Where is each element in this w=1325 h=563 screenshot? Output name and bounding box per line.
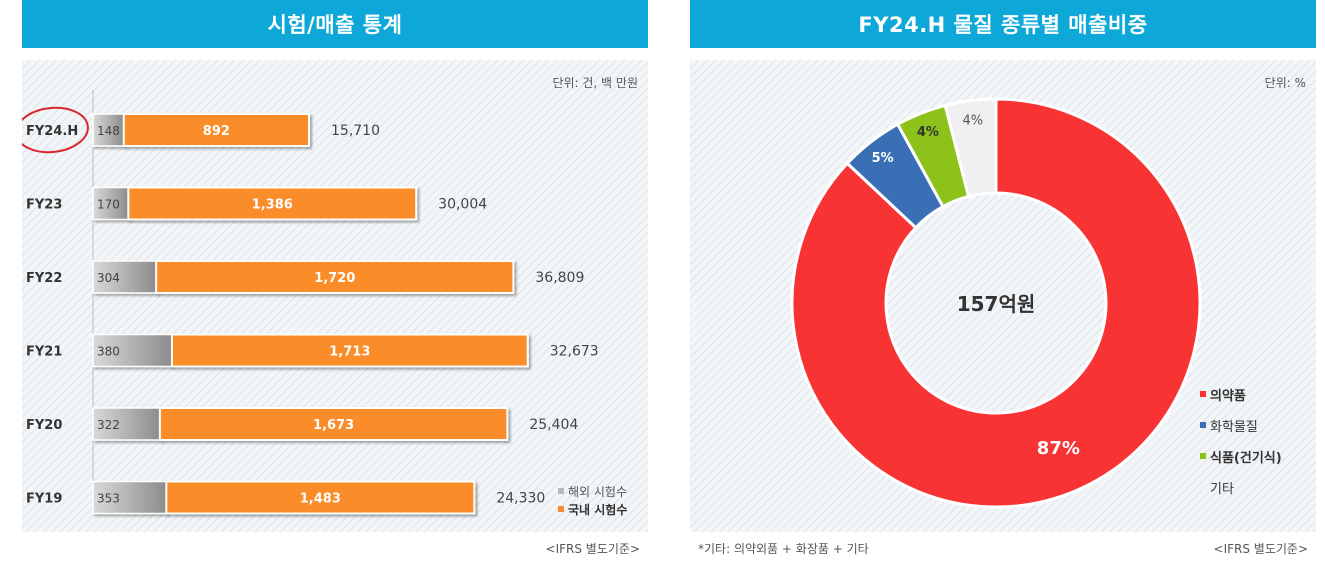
bar-domestic (122, 113, 311, 147)
sales-value-label: 24,330 (496, 491, 545, 507)
bar-domestic-label: 1,386 (252, 198, 293, 213)
donut-slice (790, 97, 1202, 509)
bar-overseas-label: 304 (97, 271, 120, 285)
legend-swatch (1200, 391, 1206, 397)
footnote-other: *기타: 의약외품 + 화장품 + 기타 (698, 542, 869, 556)
legend-swatch (558, 506, 564, 512)
sales-statistics-panel: 시험/매출 통계 FY24.H 148 892 15,710 FY23 170 1,386 3… (22, 0, 648, 556)
bar-domestic-label: 1,720 (314, 271, 355, 286)
bar-chart-svg: FY24.H 148 892 15,710 FY23 170 1,386 30,004 FY22… (22, 90, 627, 517)
legend-label: 의약품 (1210, 388, 1246, 404)
bar-domestic-label: 1,713 (329, 345, 370, 360)
bar-overseas-label: 170 (97, 198, 120, 212)
unit-label: 단위: % (1264, 76, 1306, 90)
legend-label: 식품(건기식) (1210, 450, 1282, 466)
legend-label: 국내 시험수 (568, 502, 627, 517)
footnote: <IFRS 별도기준> (545, 542, 640, 556)
category-label: FY20 (26, 418, 62, 433)
legend-label: 화학물질 (1210, 420, 1258, 435)
category-label: FY22 (26, 271, 62, 286)
bar-domestic-label: 1,673 (313, 418, 354, 433)
bar-domestic (158, 407, 509, 441)
slice-value-label: 4% (963, 113, 984, 128)
bar-overseas (92, 333, 173, 368)
unit-label: 단위: 건, 백 만원 (552, 76, 638, 90)
sales-value-label: 30,004 (438, 197, 487, 213)
panel-title: FY24.H 물질 종류별 매출비중 (690, 0, 1316, 48)
bar-overseas (92, 480, 168, 515)
sales-value-label: 36,809 (535, 270, 584, 286)
bar-overseas-label: 148 (97, 124, 120, 138)
sales-value-label: 15,710 (331, 123, 380, 139)
category-label: FY19 (26, 492, 62, 507)
bar-overseas-label: 353 (97, 492, 120, 506)
bar-domestic-label: 1,483 (300, 492, 341, 507)
bar-overseas (92, 186, 130, 221)
category-label: FY23 (26, 198, 62, 213)
footnote: <IFRS 별도기준> (1213, 542, 1308, 556)
highlight-circle (22, 106, 89, 154)
legend-swatch (1200, 422, 1206, 428)
sales-value-label: 25,404 (529, 417, 578, 433)
slice-value-label: 4% (917, 125, 939, 140)
donut-slice (943, 97, 998, 199)
bar-domestic (165, 480, 476, 515)
bar-overseas (92, 407, 161, 441)
bar-domestic (155, 260, 515, 294)
slice-value-label: 87% (1037, 438, 1080, 459)
legend-label: 기타 (1210, 482, 1234, 497)
legend-swatch (1200, 484, 1206, 490)
category-label: FY21 (26, 345, 62, 360)
panel-title: 시험/매출 통계 (22, 0, 648, 48)
legend-swatch (1200, 453, 1206, 459)
legend-label: 해외 시험수 (568, 485, 627, 499)
bar-chart-area: FY24.H 148 892 15,710 FY23 170 1,386 30,004 FY22… (22, 60, 648, 532)
bar-domestic-label: 892 (203, 124, 230, 139)
sales-value-label: 32,673 (550, 344, 599, 360)
bar-domestic (170, 333, 529, 368)
bar-domestic (127, 186, 418, 221)
donut-center-label: 157억원 (957, 292, 1036, 316)
slice-value-label: 5% (872, 151, 894, 166)
legend-swatch (558, 488, 564, 494)
bar-overseas-label: 322 (97, 418, 120, 432)
bar-overseas-label: 380 (97, 345, 120, 359)
category-label: FY24.H (26, 124, 78, 139)
